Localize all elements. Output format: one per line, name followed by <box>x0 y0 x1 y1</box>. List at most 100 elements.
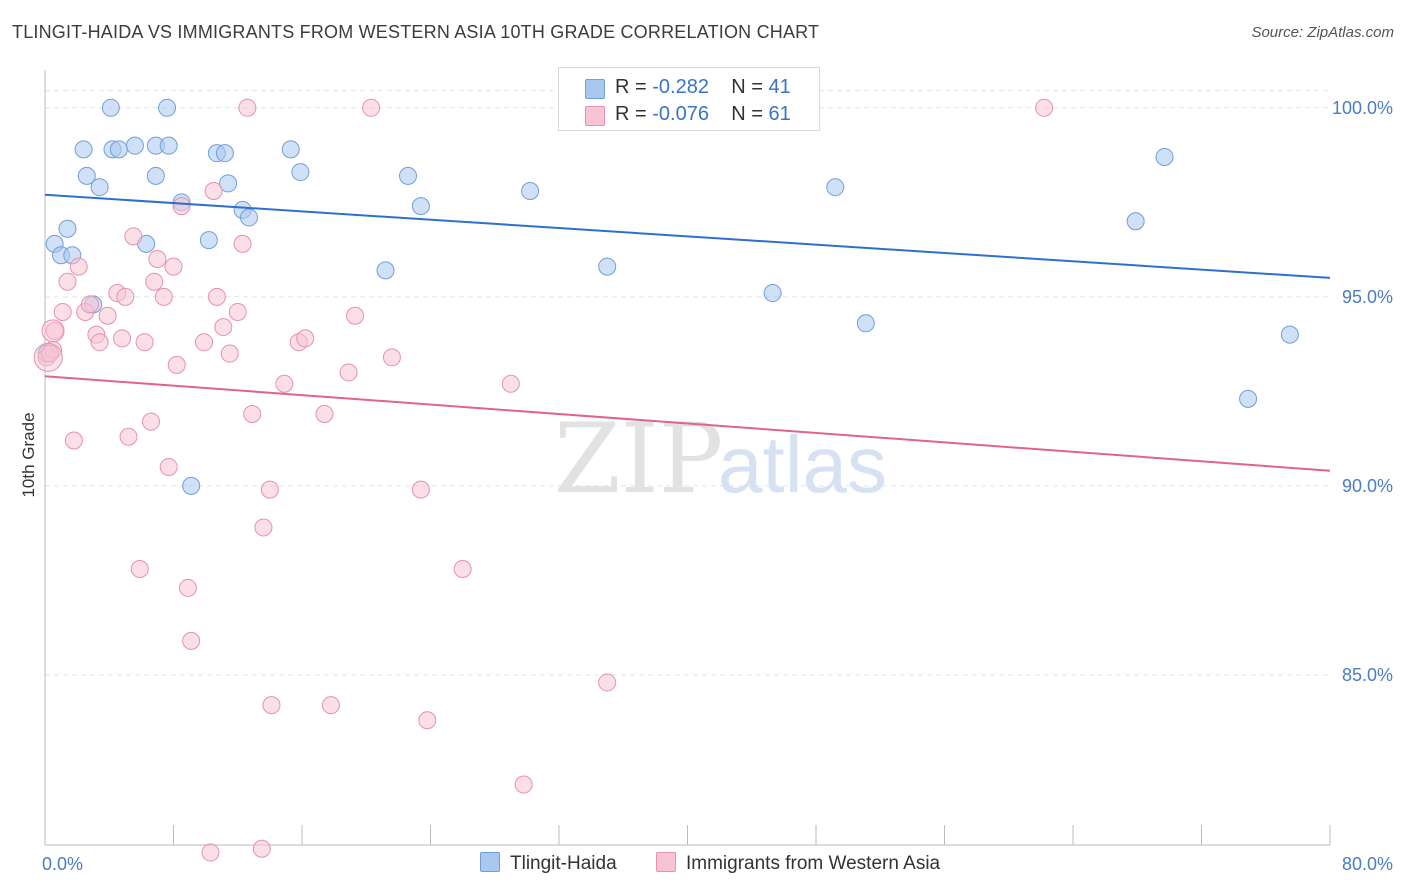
watermark-atlas: atlas <box>718 420 887 509</box>
point-western-asia <box>339 363 358 382</box>
point-tlingit-haida <box>74 140 93 159</box>
point-western-asia <box>228 302 247 321</box>
point-tlingit-haida <box>77 166 96 185</box>
watermark: ZIP atlas <box>554 403 887 515</box>
point-tlingit-haida <box>239 208 258 227</box>
point-tlingit-haida <box>125 136 144 155</box>
y-tick-label: 95.0% <box>1342 287 1393 307</box>
legend-n-label: N = <box>731 103 763 125</box>
point-tlingit-haida <box>1280 325 1299 344</box>
point-western-asia <box>252 839 271 858</box>
point-western-asia <box>142 412 161 431</box>
legend-n-value-western-asia: 61 <box>768 103 791 125</box>
y-tick-label: 90.0% <box>1342 476 1393 496</box>
point-western-asia <box>119 427 138 446</box>
point-western-asia <box>90 333 109 352</box>
point-tlingit-haida <box>763 284 782 303</box>
point-western-asia <box>321 696 340 715</box>
point-tlingit-haida <box>159 136 178 155</box>
point-tlingit-haida <box>281 140 300 159</box>
point-western-asia <box>135 333 154 352</box>
point-tlingit-haida <box>1155 147 1174 166</box>
point-western-asia <box>254 518 273 537</box>
point-western-asia <box>69 257 88 276</box>
point-western-asia <box>145 272 164 291</box>
point-western-asia <box>598 673 617 692</box>
point-western-asia <box>172 197 191 216</box>
point-tlingit-haida <box>219 174 238 193</box>
point-tlingit-haida <box>376 261 395 280</box>
point-western-asia <box>159 457 178 476</box>
point-western-asia <box>243 405 262 424</box>
point-western-asia <box>411 480 430 499</box>
legend-r-value-tlingit: -0.282 <box>652 76 709 98</box>
y-tick-label: 100.0% <box>1332 98 1393 118</box>
legend-n-value-tlingit: 41 <box>768 76 791 98</box>
point-western-asia <box>124 227 143 246</box>
point-western-asia <box>40 344 59 363</box>
point-western-asia <box>238 98 257 117</box>
point-western-asia <box>80 295 99 314</box>
point-western-asia <box>201 843 220 862</box>
bottom-legend-tlingit: Tlingit-Haida <box>480 852 617 875</box>
legend-r-value-western-asia: -0.076 <box>652 103 709 125</box>
point-western-asia <box>130 560 149 579</box>
bottom-legend-label-tlingit: Tlingit-Haida <box>510 853 617 874</box>
point-western-asia <box>113 329 132 348</box>
bottom-legend-swatch-tlingit <box>480 852 500 872</box>
point-western-asia <box>453 560 472 579</box>
point-western-asia <box>182 631 201 650</box>
y-axis-label: 10th Grade <box>19 412 38 497</box>
point-western-asia <box>220 344 239 363</box>
point-western-asia <box>262 696 281 715</box>
point-tlingit-haida <box>109 140 128 159</box>
point-tlingit-haida <box>199 231 218 250</box>
point-tlingit-haida <box>146 166 165 185</box>
point-tlingit-haida <box>399 166 418 185</box>
point-tlingit-haida <box>291 163 310 182</box>
chart-title: TLINGIT-HAIDA VS IMMIGRANTS FROM WESTERN… <box>12 22 820 42</box>
legend-swatch-western-asia <box>585 106 605 126</box>
point-tlingit-haida <box>58 219 77 238</box>
point-western-asia <box>58 272 77 291</box>
point-cluster-western-asia <box>33 342 63 372</box>
point-tlingit-haida <box>182 476 201 495</box>
point-tlingit-haida <box>598 257 617 276</box>
chart-source: Source: ZipAtlas.com <box>1251 24 1394 41</box>
correlation-legend: R = -0.282 N = 41 R = -0.076 N = 61 <box>558 67 820 131</box>
point-western-asia <box>382 348 401 367</box>
point-western-asia <box>195 333 214 352</box>
point-tlingit-haida <box>101 98 120 117</box>
point-tlingit-haida <box>215 144 234 163</box>
point-tlingit-haida <box>411 197 430 216</box>
point-western-asia <box>98 306 117 325</box>
point-western-asia <box>53 302 72 321</box>
point-tlingit-haida <box>521 181 540 200</box>
data-points <box>33 98 1299 862</box>
legend-swatch-tlingit <box>585 79 605 99</box>
x-tick-label: 80.0% <box>1342 854 1393 874</box>
trend-line-western-asia <box>44 375 1331 472</box>
point-western-asia <box>514 775 533 794</box>
bottom-legend-label-western-asia: Immigrants from Western Asia <box>686 853 941 874</box>
legend-r-label: R = <box>615 103 647 125</box>
point-western-asia <box>233 234 252 253</box>
point-tlingit-haida <box>826 178 845 197</box>
point-western-asia <box>148 250 167 269</box>
point-tlingit-haida <box>90 178 109 197</box>
point-western-asia <box>315 405 334 424</box>
point-tlingit-haida <box>158 98 177 117</box>
watermark-zip: ZIP <box>554 403 723 515</box>
bottom-legend-swatch-western-asia <box>656 852 676 872</box>
grid-lines <box>45 90 1330 676</box>
point-western-asia <box>167 355 186 374</box>
point-western-asia <box>45 321 64 340</box>
point-western-asia <box>204 181 223 200</box>
point-western-asia <box>296 329 315 348</box>
point-tlingit-haida <box>1126 212 1145 231</box>
x-tick-label: 0.0% <box>42 854 83 874</box>
point-western-asia <box>207 287 226 306</box>
trend-lines <box>44 193 1331 472</box>
point-western-asia <box>64 431 83 450</box>
